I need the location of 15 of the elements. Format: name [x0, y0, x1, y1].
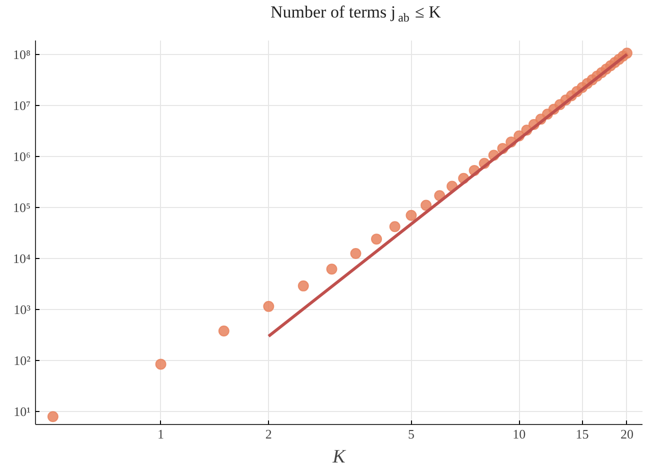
- x-tick-label: 15: [576, 426, 589, 442]
- y-tick-label: 10³: [14, 302, 31, 318]
- x-axis-title: K: [332, 446, 347, 468]
- x-tick-label: 1: [158, 426, 164, 442]
- y-tick-label: 10⁶: [12, 148, 31, 164]
- x-tick-label: 10: [512, 426, 526, 442]
- y-tick-label: 10⁸: [12, 46, 31, 62]
- x-tick-label: 5: [408, 426, 414, 442]
- y-tick-label: 10⁷: [12, 98, 31, 113]
- y-tick-label: 10⁵: [12, 200, 31, 215]
- y-tick-label: 10²: [14, 353, 31, 368]
- x-tick-label: 2: [265, 426, 272, 442]
- x-tick-label: 20: [620, 426, 634, 442]
- y-tick-label: 10¹: [14, 404, 31, 420]
- y-tick-label: 10⁴: [12, 250, 31, 266]
